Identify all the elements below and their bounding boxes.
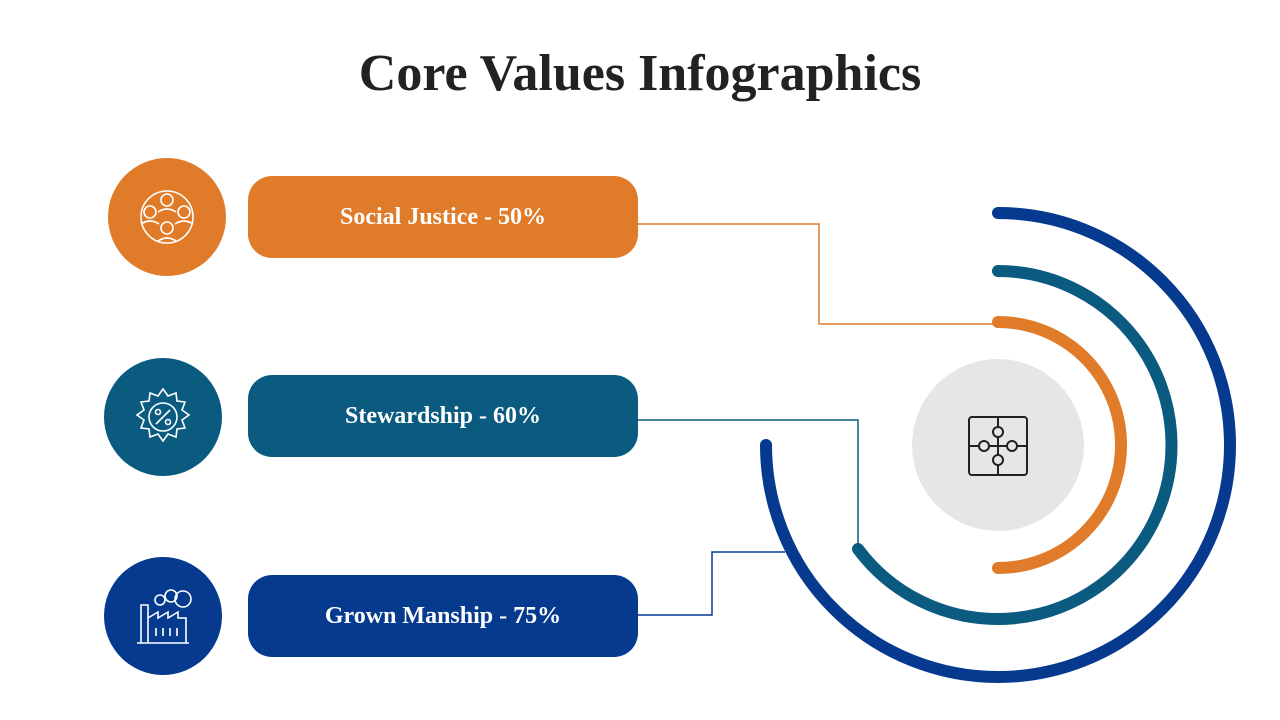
icon-circle [104, 557, 222, 675]
value-label: Grown Manship - 75% [248, 575, 638, 657]
arcs [760, 207, 1236, 683]
connectors [638, 223, 998, 616]
arc [992, 316, 1127, 574]
title: Core Values Infographics [358, 45, 922, 102]
people-icon [140, 190, 194, 244]
connector [638, 419, 859, 548]
value-label: Social Justice - 50% [248, 176, 638, 258]
value-label: Stewardship - 60% [248, 375, 638, 457]
factory-icon [137, 589, 192, 644]
icon-circle [108, 158, 226, 276]
connector [638, 551, 785, 616]
arc [852, 265, 1178, 625]
puzzle-icon [968, 416, 1028, 476]
arc [760, 207, 1236, 683]
gear-icon [135, 387, 191, 443]
connector [638, 223, 998, 325]
